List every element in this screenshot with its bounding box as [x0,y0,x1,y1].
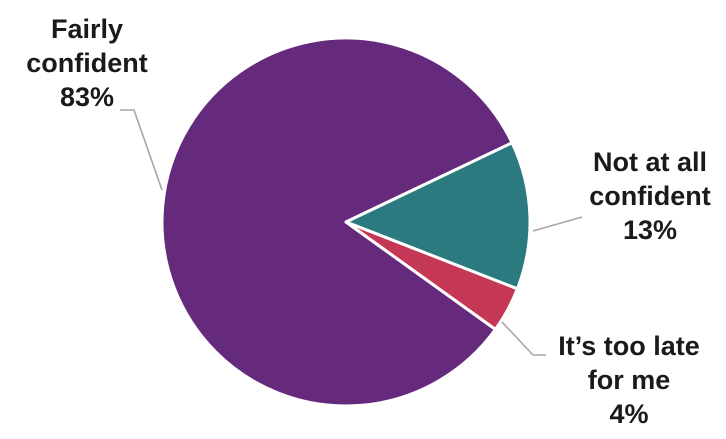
pie-slice-1 [344,141,532,291]
slices-layer [160,36,532,408]
slice-value-1: 13% [623,215,677,245]
leader-line-0 [120,109,163,191]
slice-label-line-1-1: confident [589,181,711,211]
labels-layer: Fairly confident 83% Not at all confident 13%… [26,14,711,429]
slice-label-0: Fairly confident 83% [26,14,148,112]
slice-label-line-0-1: confident [26,48,148,78]
slice-label-line-2-0: It’s too late [558,331,700,361]
slice-label-line-2-1: for me [588,365,671,395]
slice-label-line-0-0: Fairly [51,14,123,44]
pie-slice-0 [160,36,514,408]
slice-label-line-1-0: Not at all [593,147,707,177]
leader-line-1 [532,216,583,232]
slice-label-1: Not at all confident 13% [589,147,711,245]
leader-line-2 [501,321,546,356]
pie-slice-2 [344,220,519,331]
slice-value-2: 4% [609,399,648,429]
leaders-layer [120,109,583,356]
slice-label-2: It’s too late for me 4% [558,331,700,429]
slice-value-0: 83% [60,82,114,112]
